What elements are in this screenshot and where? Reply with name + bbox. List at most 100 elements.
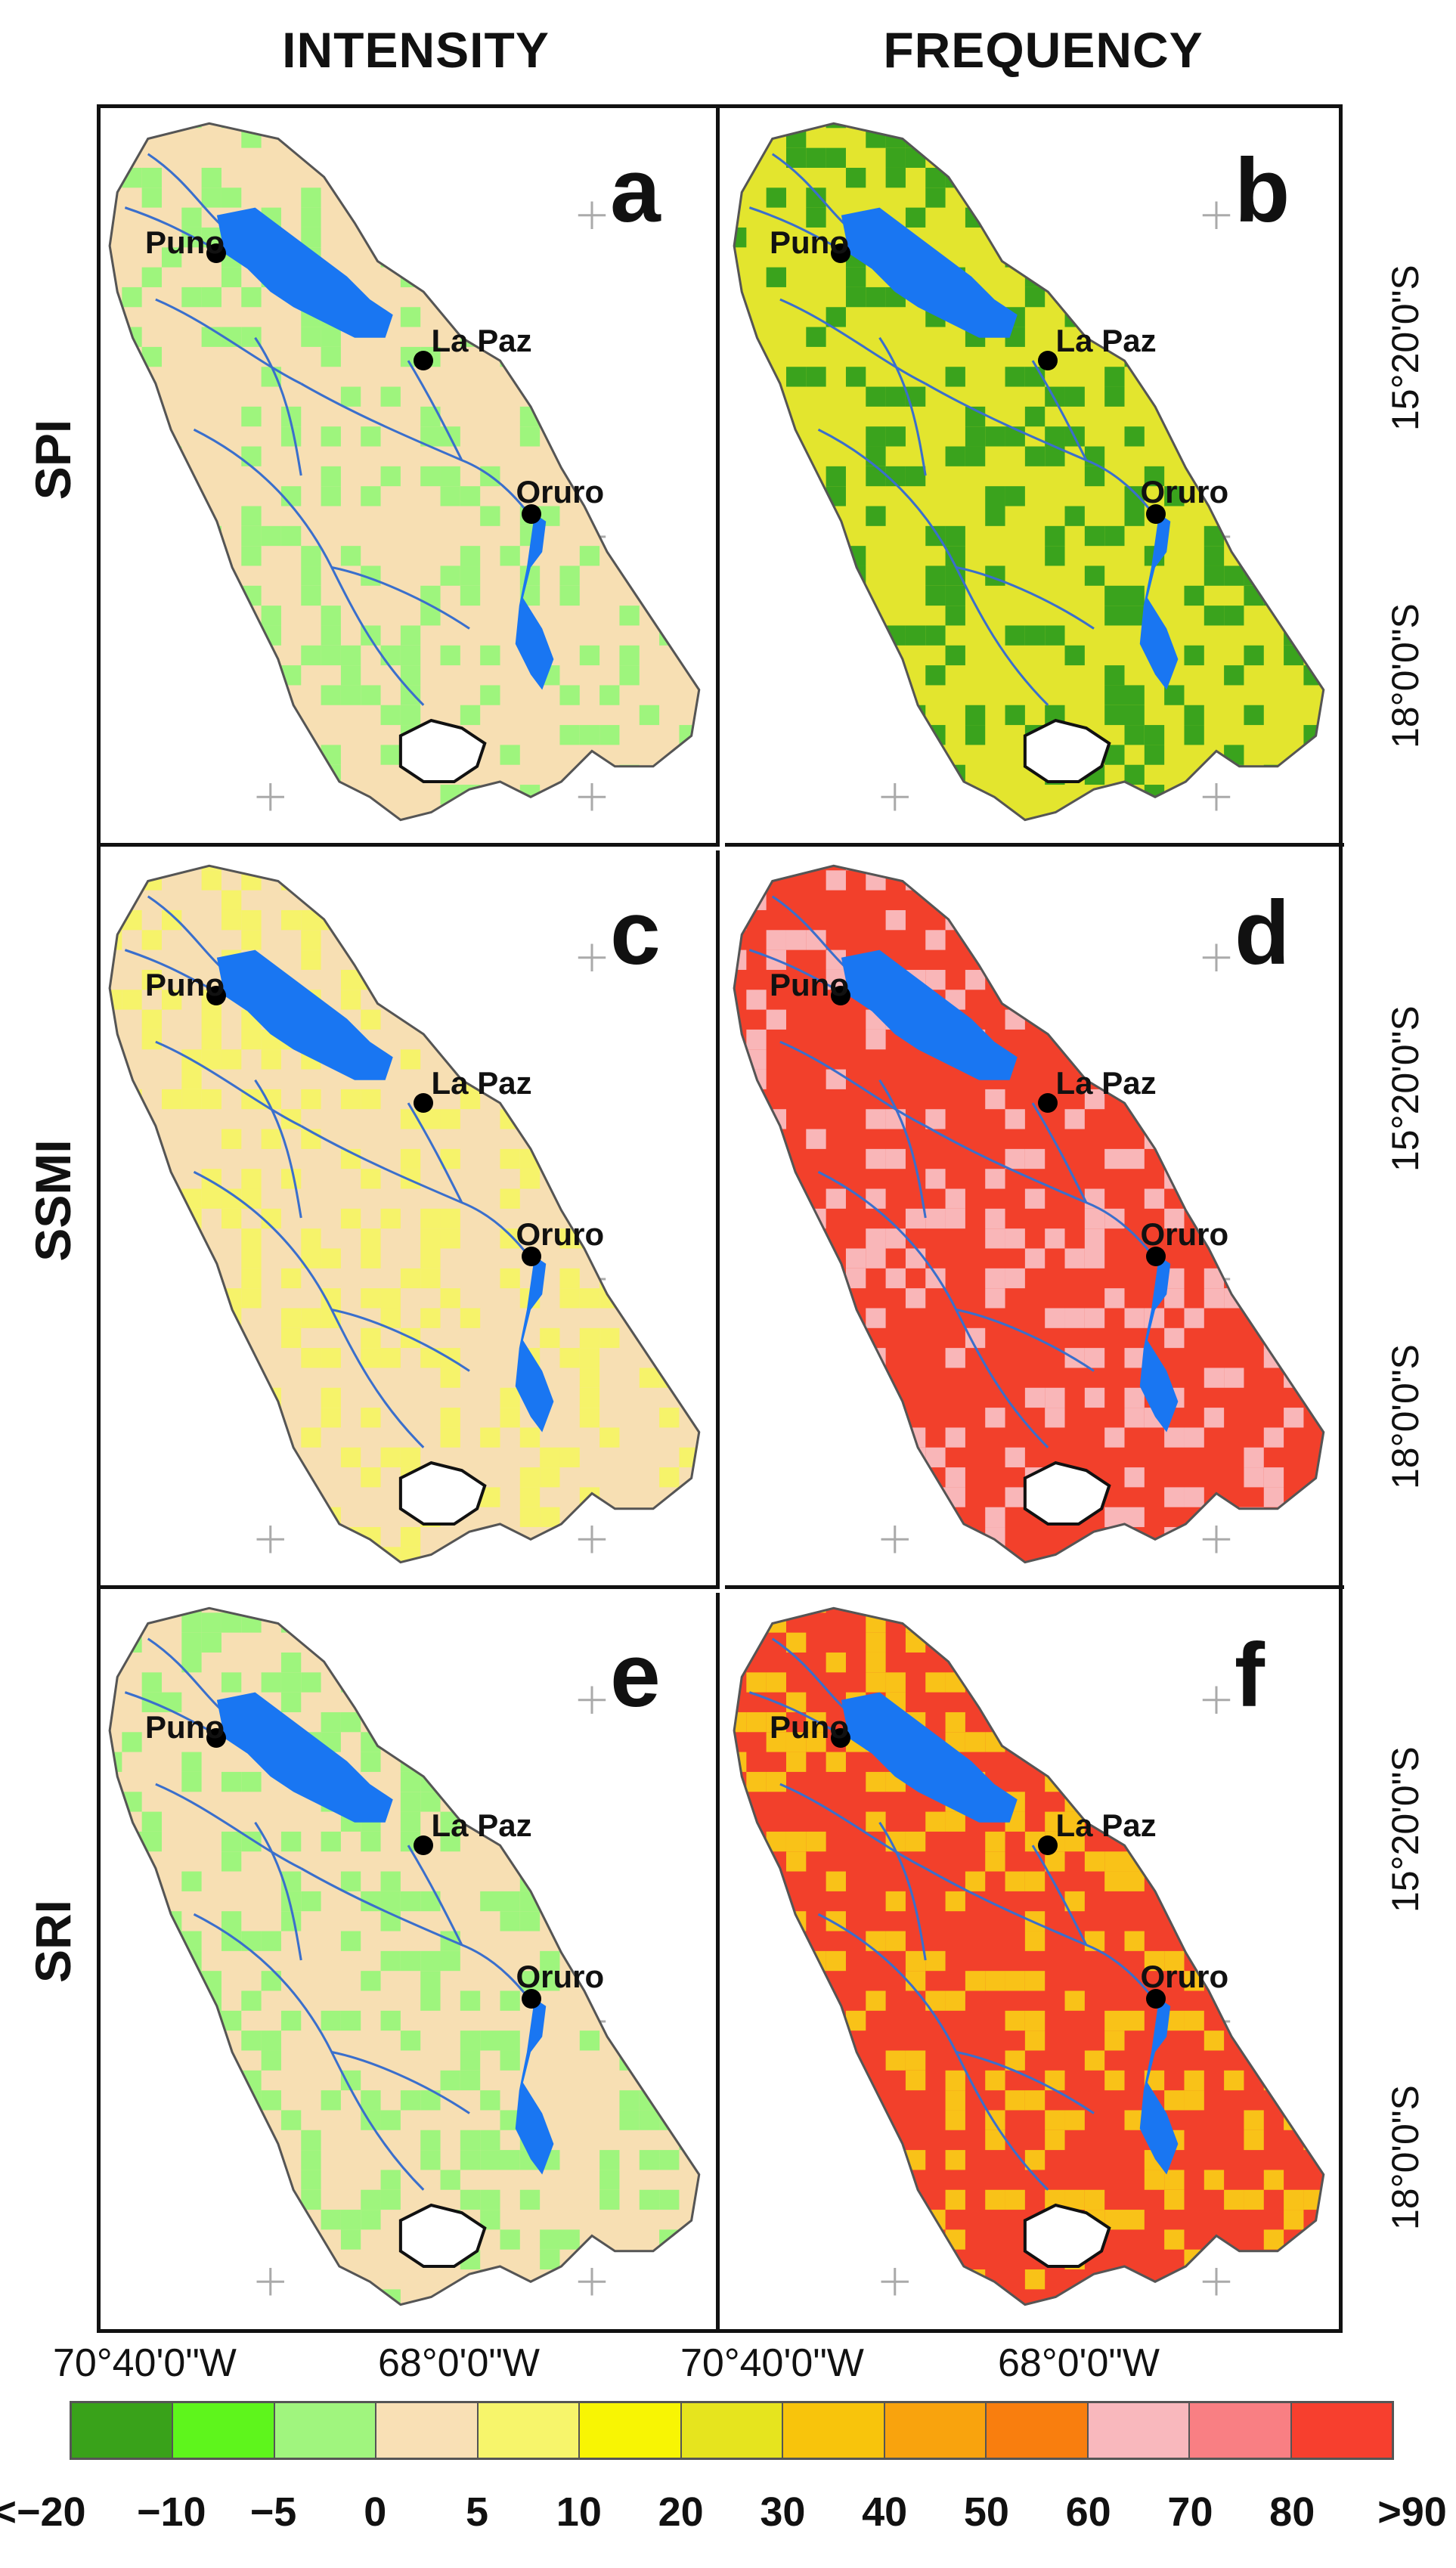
river-line xyxy=(254,336,302,476)
city-label: Puno xyxy=(145,966,225,1002)
legend-tick-label: 0 xyxy=(364,2489,387,2535)
city-marker xyxy=(830,1728,850,1749)
basin-outline xyxy=(108,122,701,822)
legend-tick-label: 40 xyxy=(862,2489,908,2535)
basin-map-c xyxy=(108,864,701,1564)
map-panel-e: e Puno La Paz Oruro xyxy=(101,1593,720,2331)
lake-titicaca xyxy=(216,1692,393,1823)
river-line xyxy=(1031,360,1088,461)
graticule-cross xyxy=(1202,1526,1231,1554)
legend-swatch xyxy=(987,2403,1089,2458)
map-panel-c: c Puno La Paz Oruro xyxy=(101,850,720,1589)
river-line xyxy=(878,1079,927,1219)
legend-swatch xyxy=(1190,2403,1292,2458)
panel-letter-f: f xyxy=(1235,1625,1265,1726)
river-line xyxy=(817,1913,1049,2191)
legend-tick-label: 50 xyxy=(963,2489,1009,2535)
city-label: Oruro xyxy=(516,1216,605,1252)
map-panel-f: f Puno La Paz Oruro xyxy=(725,1593,1344,2331)
city-label: La Paz xyxy=(1055,322,1157,358)
river-line xyxy=(300,1125,536,1265)
city-label: La Paz xyxy=(431,1064,532,1101)
salar-area xyxy=(1023,1461,1111,1526)
legend-tick-label: 70 xyxy=(1167,2489,1213,2535)
city-marker xyxy=(521,1988,541,2009)
legend-tick-label: <−20 xyxy=(0,2489,86,2535)
lat-label-row2-top: 15°20'0"S xyxy=(1384,1005,1427,1172)
basin-map-e xyxy=(108,1606,701,2306)
graticule-cross xyxy=(881,783,909,811)
legend-tick-label: 10 xyxy=(556,2489,602,2535)
city-marker xyxy=(521,503,541,524)
panel-letter-a: a xyxy=(610,140,661,241)
lat-label-row1-bottom: 18°0'0"S xyxy=(1384,603,1427,748)
river-line xyxy=(331,566,470,630)
lat-label-row3-top: 15°20'0"S xyxy=(1384,1746,1427,1913)
graticule-cross xyxy=(578,1686,606,1714)
legend-swatch xyxy=(274,2403,377,2458)
city-marker xyxy=(414,1093,434,1114)
lat-label-row2-bottom: 18°0'0"S xyxy=(1384,1344,1427,1489)
graticule-cross xyxy=(881,2268,909,2296)
legend-swatch xyxy=(580,2403,682,2458)
river-line xyxy=(331,1309,470,1372)
legend-swatch xyxy=(1088,2403,1191,2458)
city-marker xyxy=(414,1835,434,1856)
city-label: La Paz xyxy=(1055,1064,1157,1101)
city-marker xyxy=(1145,1988,1166,2009)
city-marker xyxy=(1145,503,1166,524)
basin-outline xyxy=(108,1606,701,2306)
salar-area xyxy=(398,718,487,784)
river-line xyxy=(1031,1845,1088,1946)
river-line xyxy=(254,1079,302,1219)
legend-tick-label: −10 xyxy=(136,2489,206,2535)
column-title-intensity: INTENSITY xyxy=(282,22,550,78)
legend-tick-label: −5 xyxy=(249,2489,297,2535)
city-marker xyxy=(521,1246,541,1266)
city-marker xyxy=(1145,1246,1166,1266)
graticule-cross xyxy=(1202,201,1231,229)
city-label: Oruro xyxy=(1140,1216,1229,1252)
row-title-ssmi: SSMI xyxy=(25,1139,81,1262)
graticule-cross xyxy=(578,783,606,811)
river-line xyxy=(956,1309,1095,1372)
legend-tick-label: 60 xyxy=(1065,2489,1111,2535)
basin-map-f xyxy=(733,1606,1325,2306)
row-title-sri: SRI xyxy=(25,1899,81,1984)
city-label: Puno xyxy=(770,224,849,260)
map-grid-frame xyxy=(97,104,1343,2333)
river-line xyxy=(925,1867,1160,2007)
graticule-cross xyxy=(578,2268,606,2296)
legend-tick-label: >90 xyxy=(1377,2489,1447,2535)
legend-tick-label: 5 xyxy=(466,2489,489,2535)
river-line xyxy=(878,336,927,476)
river-line xyxy=(779,298,926,385)
salar-area xyxy=(1023,718,1111,784)
river-line xyxy=(331,2051,470,2114)
river-line xyxy=(779,1040,926,1127)
river-line xyxy=(956,566,1095,630)
legend-swatch xyxy=(376,2403,479,2458)
map-panel-d: d Puno La Paz Oruro xyxy=(725,850,1344,1589)
river-line xyxy=(193,428,425,706)
lake-poopo xyxy=(1139,1256,1179,1433)
city-label: Puno xyxy=(145,224,225,260)
city-label: Puno xyxy=(770,1708,849,1745)
river-line xyxy=(155,1040,302,1127)
basin-outline xyxy=(733,122,1325,822)
panel-letter-b: b xyxy=(1235,140,1290,241)
lat-label-row3-bottom: 18°0'0"S xyxy=(1384,2085,1427,2230)
river-line xyxy=(925,383,1160,522)
lake-titicaca xyxy=(841,1692,1018,1823)
legend-tick-label: 30 xyxy=(760,2489,806,2535)
city-marker xyxy=(1038,351,1058,371)
city-marker xyxy=(830,986,850,1006)
graticule-cross xyxy=(1202,943,1231,971)
city-label: Oruro xyxy=(1140,473,1229,510)
city-label: La Paz xyxy=(431,1807,532,1843)
river-line xyxy=(407,1102,463,1203)
lake-titicaca xyxy=(216,949,393,1080)
lake-poopo xyxy=(515,1256,554,1433)
basin-outline xyxy=(108,864,701,1564)
lake-titicaca xyxy=(216,207,393,338)
